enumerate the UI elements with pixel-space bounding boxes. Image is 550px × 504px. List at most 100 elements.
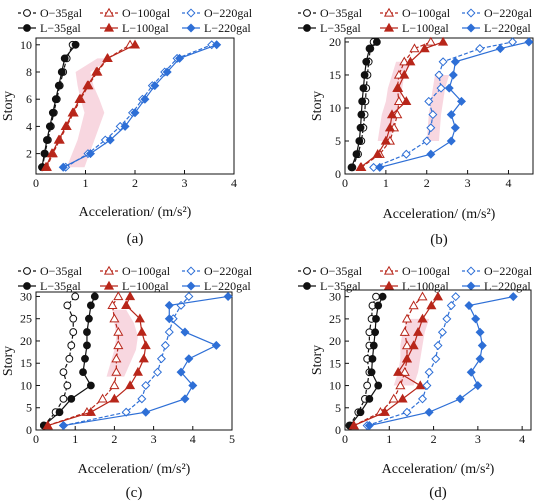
data-point [371, 328, 380, 337]
legend-label: O−100gal [402, 264, 451, 278]
legend-label: O−220gal [204, 264, 253, 278]
legend-label: L−35gal [320, 21, 361, 35]
data-point [393, 82, 404, 92]
legend-marker [103, 7, 115, 17]
x-tick-label: 4 [231, 176, 237, 190]
data-point [433, 341, 443, 351]
data-point [175, 53, 185, 63]
plot-frame [344, 37, 534, 175]
data-point [59, 394, 68, 403]
y-tick-label: 15 [20, 356, 32, 370]
data-point [121, 407, 131, 417]
series-line [348, 296, 377, 426]
data-point [355, 137, 364, 145]
x-tick-label: 4 [519, 432, 525, 446]
data-point [437, 327, 447, 337]
data-point [446, 301, 456, 311]
data-point [388, 393, 399, 403]
data-point [86, 381, 95, 390]
data-point [401, 149, 411, 159]
data-point [524, 37, 534, 47]
series-line [41, 44, 77, 168]
panel-label: (c) [126, 485, 143, 501]
x-tick-label: 2 [111, 432, 117, 446]
data-point [369, 341, 378, 350]
y-tick-label: 0 [26, 423, 32, 437]
data-point [160, 340, 170, 350]
panel-label: (b) [430, 232, 448, 248]
y-tick-label: 10 [20, 378, 32, 392]
data-point [45, 122, 54, 131]
legend-marker [23, 24, 31, 32]
data-point [71, 40, 80, 49]
data-point [417, 394, 428, 404]
data-point [432, 291, 444, 301]
data-point [140, 94, 150, 104]
legend-marker [186, 266, 196, 276]
data-point [402, 407, 412, 417]
x-tick-label: 3 [182, 176, 188, 190]
data-point [451, 292, 461, 302]
data-point [48, 108, 57, 117]
x-axis-label: Acceleration/ (m/s²) [383, 207, 496, 222]
data-point [85, 406, 96, 416]
data-point [85, 149, 95, 159]
y-tick-label: 10 [329, 379, 341, 393]
data-point [450, 123, 460, 133]
data-point [42, 136, 51, 144]
y-tick-label: 25 [329, 312, 341, 326]
data-point [399, 367, 410, 376]
data-point [113, 326, 124, 336]
data-point [358, 97, 367, 106]
x-tick-label: 0 [342, 176, 348, 190]
data-point [415, 380, 426, 390]
data-point [471, 314, 481, 324]
legend-marker [383, 280, 395, 290]
legend-label: O−100gal [122, 264, 171, 278]
data-point [405, 56, 416, 66]
data-point [51, 95, 60, 104]
legend-marker [466, 281, 476, 291]
series [347, 38, 381, 172]
data-point [372, 292, 380, 301]
legend-marker [23, 282, 31, 290]
data-point [109, 313, 120, 323]
data-point [180, 327, 190, 337]
data-point [372, 148, 383, 158]
series [39, 292, 99, 430]
data-point [352, 150, 361, 159]
data-point [380, 135, 391, 145]
data-point [442, 314, 452, 324]
y-axis-label: Story [310, 345, 325, 375]
data-point [86, 301, 95, 310]
data-point [55, 408, 64, 417]
legend-marker [103, 22, 115, 32]
data-point [401, 340, 413, 350]
legend-marker [103, 265, 115, 275]
plot-frame [344, 289, 532, 431]
data-point [417, 313, 428, 323]
legend-label: O−35gal [320, 264, 363, 278]
data-point [397, 393, 408, 403]
data-point [495, 44, 505, 54]
legend-label: O−35gal [40, 6, 83, 20]
data-point [138, 353, 149, 363]
data-point [455, 394, 465, 404]
data-point [360, 71, 369, 79]
panel-2: O−35gal O−100gal O−220gal L−35gal L−100gal L−… [298, 6, 534, 248]
data-point [69, 314, 78, 323]
data-point [111, 366, 122, 376]
legend-label: L−35gal [40, 21, 81, 35]
legend-label: L−35gal [40, 279, 81, 293]
legend-label: L−220gal [484, 21, 531, 35]
data-point [401, 353, 413, 363]
data-point [409, 43, 420, 53]
data-point [82, 80, 93, 90]
y-tick-label: 30 [20, 289, 32, 303]
data-point [121, 300, 132, 310]
y-tick-label: 5 [335, 401, 341, 415]
y-axis-label: Story [1, 346, 16, 376]
y-tick-label: 20 [329, 334, 341, 348]
